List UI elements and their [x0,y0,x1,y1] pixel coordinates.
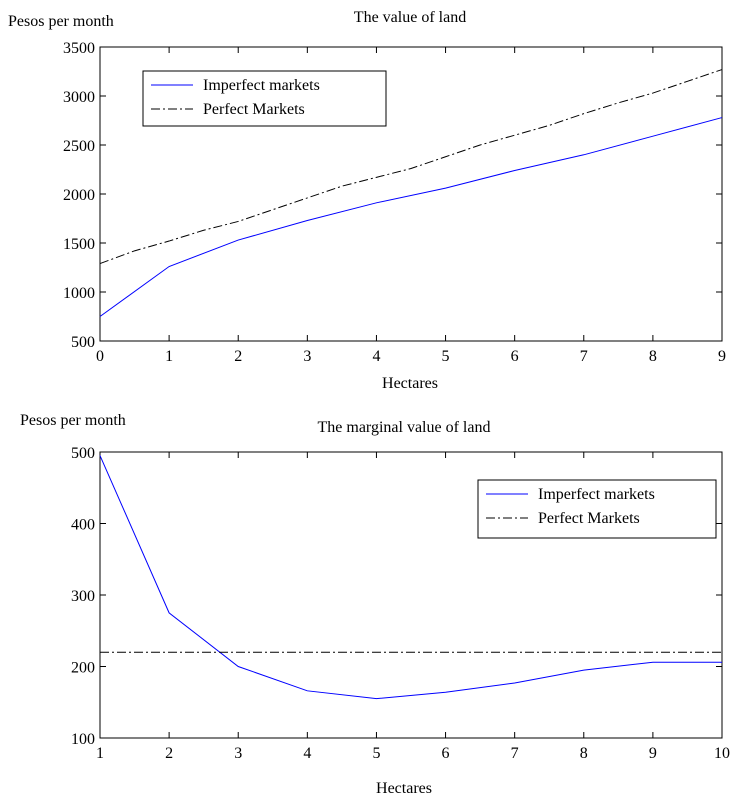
y-tick-label: 500 [71,445,95,462]
legend-label: Perfect Markets [538,510,640,527]
x-tick-label: 9 [649,745,657,762]
y-tick-label: 3000 [63,89,95,106]
chart-title: The marginal value of land [318,419,491,436]
x-tick-label: 3 [234,745,242,762]
y-tick-label: 3500 [63,40,95,57]
x-tick-label: 1 [96,745,104,762]
x-tick-label: 5 [372,745,380,762]
x-axis-label: Hectares [376,780,432,797]
y-tick-label: 300 [71,588,95,605]
chart-2: 1 2 3 4 5 6 7 8 9 10 100 200 300 400 500 The marginal v… [20,412,730,797]
x-tick-label: 2 [234,348,242,365]
x-tick-label: 4 [372,348,380,365]
series-line-imperfect-markets [99,117,723,317]
x-tick-label: 8 [580,745,588,762]
x-tick-label: 3 [303,348,311,365]
y-axis-label: Pesos per month [8,13,114,30]
series-line-imperfect-markets [99,455,722,700]
legend-label: Imperfect markets [203,77,320,94]
y-tick-label: 1000 [63,285,95,302]
legend: Imperfect markets Perfect Markets [142,70,387,127]
y-tick-label: 200 [71,660,95,677]
legend-box [477,479,717,539]
x-tick-label: 2 [165,745,173,762]
legend: Imperfect markets Perfect Markets [477,479,717,539]
x-tick-label: 8 [649,348,657,365]
x-tick-label: 7 [511,745,519,762]
x-tick-label: 6 [511,348,519,365]
x-tick-label: 9 [718,348,726,365]
y-tick-label: 400 [71,517,95,534]
series-line-perfect-markets [99,69,723,265]
y-tick-label: 100 [71,731,95,748]
legend-label: Imperfect markets [538,486,655,503]
chart-1: 0 1 2 3 4 5 6 7 8 9 500 1000 1500 2000 2500 3000 3500 The… [8,9,726,392]
x-axis-label: Hectares [382,375,438,392]
y-tick-label: 2500 [63,138,95,155]
y-tick-label: 1500 [63,236,95,253]
x-tick-label: 4 [303,745,311,762]
chart-title: The value of land [354,9,466,26]
x-tick-label: 5 [442,348,450,365]
y-axis-label: Pesos per month [20,412,126,429]
x-tick-label: 6 [442,745,450,762]
legend-label: Perfect Markets [203,101,305,118]
x-tick-label: 10 [714,745,730,762]
x-tick-label: 7 [580,348,588,365]
y-tick-label: 2000 [63,187,95,204]
x-tick-label: 1 [165,348,173,365]
legend-box [142,70,387,127]
x-tick-label: 0 [96,348,104,365]
y-tick-label: 500 [71,334,95,351]
